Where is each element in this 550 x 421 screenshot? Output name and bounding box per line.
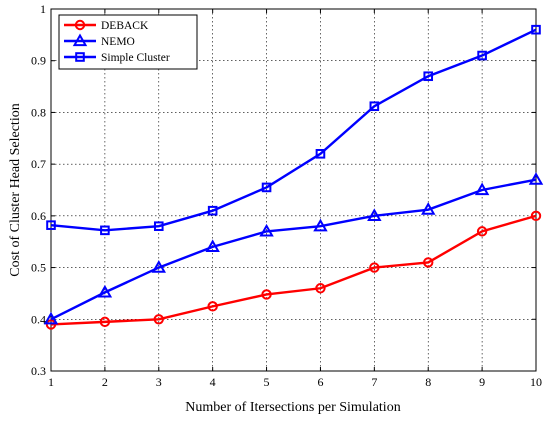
data-point (261, 182, 272, 193)
series-layer (43, 24, 544, 330)
x-tick-label: 8 (425, 375, 431, 389)
data-point (313, 218, 328, 232)
x-tick-label: 10 (530, 375, 542, 389)
data-point (531, 24, 541, 35)
y-tick-label: 1 (40, 2, 46, 16)
data-point (528, 172, 544, 185)
series-line (50, 214, 537, 326)
data-point (315, 149, 326, 159)
x-tick-label: 6 (317, 375, 323, 389)
x-tick-label: 5 (264, 375, 270, 389)
x-tick-label: 7 (371, 375, 377, 389)
data-point (369, 101, 380, 112)
plot-area-border (50, 8, 537, 372)
legend-label: DEBACK (101, 20, 149, 32)
data-point (367, 208, 382, 221)
x-tick-label: 3 (156, 375, 162, 389)
series-line (50, 28, 537, 232)
data-point (153, 221, 164, 231)
y-tick-label: 0.5 (31, 261, 46, 275)
data-point (45, 319, 57, 330)
data-point (369, 262, 380, 273)
data-point (423, 257, 434, 268)
data-point (43, 311, 59, 325)
data-point (151, 260, 167, 273)
y-tick-label: 0.8 (31, 105, 46, 119)
legend-label: Simple Cluster (101, 52, 170, 64)
legend: DEBACK NEMO Simple Cluster (58, 14, 198, 70)
y-tick-label: 0.6 (31, 209, 46, 223)
data-point (315, 283, 326, 294)
data-point (259, 223, 274, 237)
data-point (477, 50, 487, 61)
y-tick-label: 0.4 (31, 312, 46, 326)
data-point (261, 289, 272, 300)
series-line (50, 178, 537, 321)
data-point (423, 71, 434, 82)
y-tick-label: 0.3 (31, 364, 46, 378)
legend-marker (74, 19, 86, 31)
data-point (153, 314, 164, 325)
y-axis-label: Cost of Cluster Head Selection (8, 103, 23, 276)
data-point (99, 316, 111, 328)
series-deback (45, 210, 542, 330)
data-point (100, 225, 110, 236)
data-point (476, 226, 488, 237)
x-tick-label: 1 (48, 375, 54, 389)
data-point (474, 182, 490, 196)
data-point (420, 202, 436, 215)
data-point (530, 210, 542, 222)
x-axis-label: Number of Itersections per Simulation (185, 400, 400, 415)
series-nemo (43, 172, 544, 325)
data-point (205, 239, 220, 253)
x-tick-label: 4 (210, 375, 216, 389)
x-tick-label: 2 (102, 375, 108, 389)
data-point (207, 205, 218, 216)
y-tick-label: 0.7 (31, 157, 46, 171)
data-point (46, 220, 56, 230)
series-simple-cluster (46, 24, 541, 236)
x-tick-label: 9 (479, 375, 485, 389)
data-point (207, 301, 218, 312)
y-tick-label: 0.9 (31, 54, 46, 68)
legend-label: NEMO (101, 36, 135, 48)
data-point (97, 284, 113, 298)
axis-ticks: 1 2 3 4 5 6 7 8 9 10 0.3 0.4 0.5 0.6 0.7 0.8 0.9 1 (31, 2, 542, 389)
legend-marker (72, 33, 88, 47)
legend-marker (75, 52, 85, 62)
